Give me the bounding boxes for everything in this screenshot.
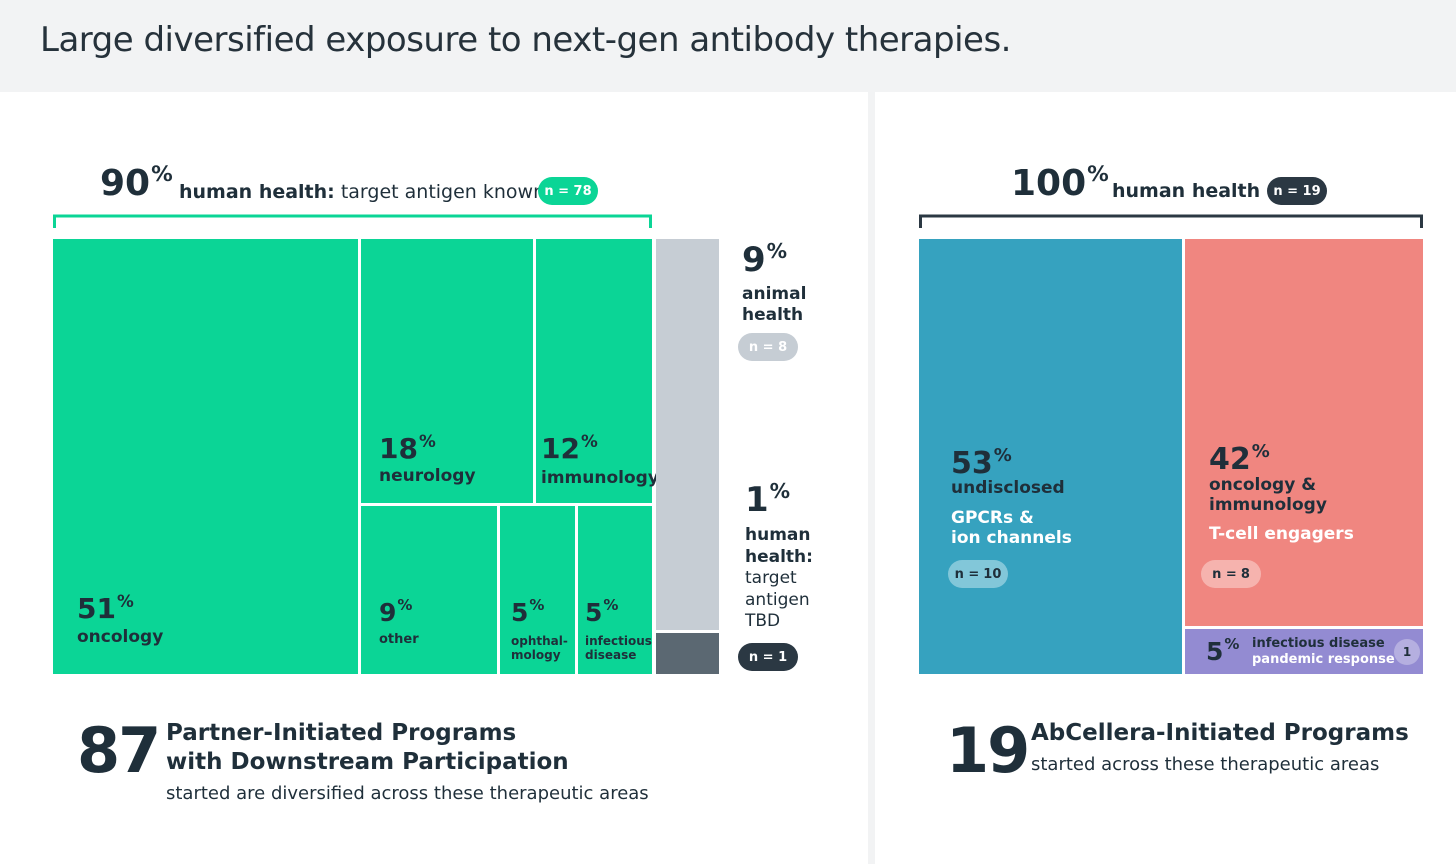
target-antigen-tbd-percent: 1% xyxy=(745,479,791,520)
treemap-cell-ophthalmology: 5% ophthal- mology xyxy=(500,506,575,674)
treemap-cell-infectious-disease-right: 5% infectious disease pandemic response … xyxy=(1185,629,1423,674)
human-health-percent: 100% xyxy=(1011,162,1109,204)
treemap-cell-other: 9% other xyxy=(361,506,497,674)
human-health-bracket xyxy=(919,214,1423,228)
human-health-known-label-rest: target antigen known xyxy=(340,181,546,203)
ophthalmology-label-line1: ophthal- xyxy=(511,634,568,648)
abcellera-programs-count: 19 xyxy=(946,714,1030,787)
partner-programs-subtitle: started are diversified across these the… xyxy=(166,783,649,804)
target-antigen-tbd-label-line5: TBD xyxy=(745,611,781,632)
oncology-immunology-label-line1: oncology & xyxy=(1209,475,1317,495)
treemap-cell-immunology: 12% immunology xyxy=(536,239,659,503)
infectious-disease-percent: 5% xyxy=(585,596,619,627)
human-health-known-percent: 90% xyxy=(100,162,173,204)
abcellera-programs-title: AbCellera-Initiated Programs xyxy=(1031,720,1409,746)
ophthalmology-label-line2: mology xyxy=(511,648,561,663)
oncology-percent: 51% xyxy=(77,591,134,625)
animal-health-label-line1: animal xyxy=(742,284,807,304)
treemap-cell-infectious-disease: 5% infectious disease xyxy=(578,506,652,674)
human-health-known-percent-value: 90 xyxy=(100,163,151,204)
header-bar: Large diversified exposure to next-gen a… xyxy=(0,0,1456,92)
oncology-immunology-percent-value: 42 xyxy=(1209,442,1251,477)
undisclosed-detail-line1: GPCRs & xyxy=(951,508,1034,528)
ophthalmology-label: ophthal- mology xyxy=(511,634,568,663)
partner-programs-panel: 90% human health: target antigen known n… xyxy=(0,92,868,864)
undisclosed-count-pill: n = 10 xyxy=(948,560,1008,588)
abcellera-programs-panel: 100% human health n = 19 53% undisclosed… xyxy=(875,92,1456,864)
infectious-disease-right-count-badge: 1 xyxy=(1394,639,1420,665)
ophthalmology-percent: 5% xyxy=(511,596,545,627)
undisclosed-detail: GPCRs & ion channels xyxy=(951,508,1072,548)
infectious-disease-right-percent: 5% xyxy=(1206,635,1240,666)
target-antigen-tbd-label-line2: health: xyxy=(745,546,813,567)
infectious-disease-label-line1: infectious xyxy=(585,634,652,648)
target-antigen-tbd-percent-value: 1 xyxy=(745,480,769,520)
immunology-percent-value: 12 xyxy=(541,432,580,465)
treemap-cell-oncology-immunology: 42% oncology & immunology T-cell engager… xyxy=(1185,239,1423,626)
oncology-immunology-label-line2: immunology xyxy=(1209,494,1327,515)
infectious-disease-label: infectious disease xyxy=(585,634,652,663)
partner-programs-title-line2: with Downstream Participation xyxy=(166,749,569,776)
neurology-label: neurology xyxy=(379,466,476,486)
animal-health-percent-value: 9 xyxy=(742,240,766,280)
target-antigen-tbd-label-line3: target xyxy=(745,568,797,589)
animal-health-percent: 9% xyxy=(742,239,788,280)
treemap-cell-neurology: 18% neurology xyxy=(361,239,533,503)
animal-health-label: animal health xyxy=(742,284,806,327)
neurology-percent: 18% xyxy=(379,431,436,465)
treemap-cell-undisclosed: 53% undisclosed GPCRs & ion channels n =… xyxy=(919,239,1182,674)
partner-programs-title-line1: Partner-Initiated Programs xyxy=(166,720,517,746)
infectious-disease-percent-value: 5 xyxy=(585,598,603,627)
target-antigen-tbd-label-line1: human xyxy=(745,525,811,545)
other-label: other xyxy=(379,632,419,647)
abcellera-programs-subtitle: started across these therapeutic areas xyxy=(1031,754,1380,775)
immunology-label: immunology xyxy=(541,468,659,488)
other-percent: 9% xyxy=(379,596,413,627)
human-health-known-bracket xyxy=(53,214,652,228)
oncology-immunology-detail: T-cell engagers xyxy=(1209,524,1354,544)
ophthalmology-percent-value: 5 xyxy=(511,598,529,627)
infectious-disease-right-label: infectious disease xyxy=(1252,636,1385,651)
other-percent-value: 9 xyxy=(379,598,397,627)
human-health-percent-value: 100 xyxy=(1011,163,1087,204)
undisclosed-count-value: 10 xyxy=(983,566,1002,582)
infectious-disease-right-detail: pandemic response xyxy=(1252,652,1395,667)
undisclosed-percent: 53% xyxy=(951,445,1012,481)
undisclosed-detail-line2: ion channels xyxy=(951,527,1072,548)
undisclosed-percent-value: 53 xyxy=(951,446,993,481)
oncology-immunology-count-value: 8 xyxy=(1240,566,1250,582)
oncology-immunology-percent: 42% xyxy=(1209,441,1270,477)
oncology-immunology-label: oncology & immunology xyxy=(1209,475,1327,515)
animal-health-count-pill: n = 8 xyxy=(738,333,798,361)
treemap-cell-animal-health xyxy=(656,239,719,630)
partner-programs-title: Partner-Initiated Programs with Downstre… xyxy=(166,719,569,778)
infectious-disease-label-line2: disease xyxy=(585,648,637,663)
treemap-cell-target-antigen-tbd xyxy=(656,633,719,674)
immunology-percent: 12% xyxy=(541,431,598,465)
target-antigen-tbd-count-pill: n = 1 xyxy=(738,643,798,671)
oncology-immunology-count-pill: n = 8 xyxy=(1201,560,1261,588)
page-title: Large diversified exposure to next-gen a… xyxy=(40,20,1011,60)
target-antigen-tbd-label-line4: antigen xyxy=(745,589,810,610)
human-health-known-count-pill: n = 78 xyxy=(538,177,598,205)
animal-health-label-line2: health xyxy=(742,305,804,326)
human-health-known-label: human health: target antigen known xyxy=(179,181,545,203)
undisclosed-label: undisclosed xyxy=(951,478,1065,498)
infectious-disease-right-count-value: 1 xyxy=(1402,645,1412,659)
human-health-label: human health xyxy=(1112,180,1261,202)
target-antigen-tbd-label: human health: target antigen TBD xyxy=(745,525,813,633)
neurology-percent-value: 18 xyxy=(379,432,418,465)
treemap-cell-oncology: 51% oncology xyxy=(53,239,358,674)
human-health-known-label-bold: human health: xyxy=(179,181,335,203)
human-health-count-pill: n = 19 xyxy=(1267,177,1327,205)
infectious-disease-right-percent-value: 5 xyxy=(1206,637,1224,666)
oncology-percent-value: 51 xyxy=(77,592,116,625)
oncology-label: oncology xyxy=(77,627,164,647)
partner-programs-count: 87 xyxy=(77,714,161,787)
